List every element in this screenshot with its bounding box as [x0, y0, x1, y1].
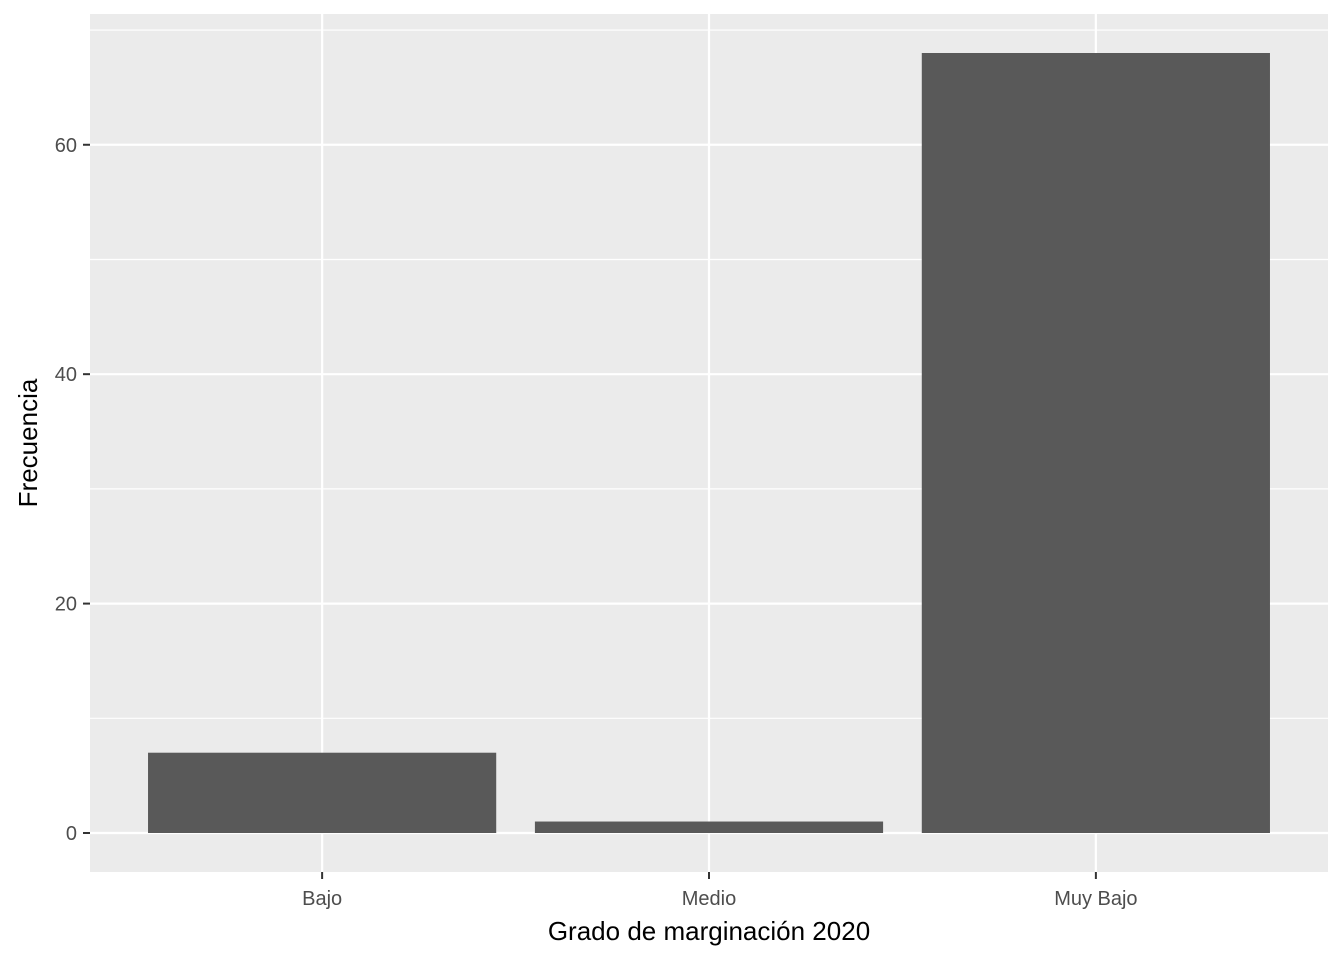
x-axis-title: Grado de marginación 2020: [548, 916, 870, 946]
bar-muy-bajo: [921, 53, 1270, 833]
x-tick-label: Bajo: [302, 888, 342, 910]
y-tick-label: 40: [55, 364, 77, 386]
y-tick-label: 20: [55, 594, 77, 616]
x-tick-label: Muy Bajo: [1054, 888, 1137, 910]
y-axis-title: Frecuencia: [13, 378, 43, 507]
bar-bajo: [148, 752, 497, 833]
y-tick-label: 0: [66, 823, 77, 845]
bars: [148, 53, 1270, 833]
bar-medio: [534, 821, 884, 833]
y-axis: 0 20 40 60: [55, 135, 90, 845]
x-tick-label: Medio: [682, 888, 736, 910]
y-tick-label: 60: [55, 135, 77, 157]
x-axis: Bajo Medio Muy Bajo: [302, 872, 1138, 910]
